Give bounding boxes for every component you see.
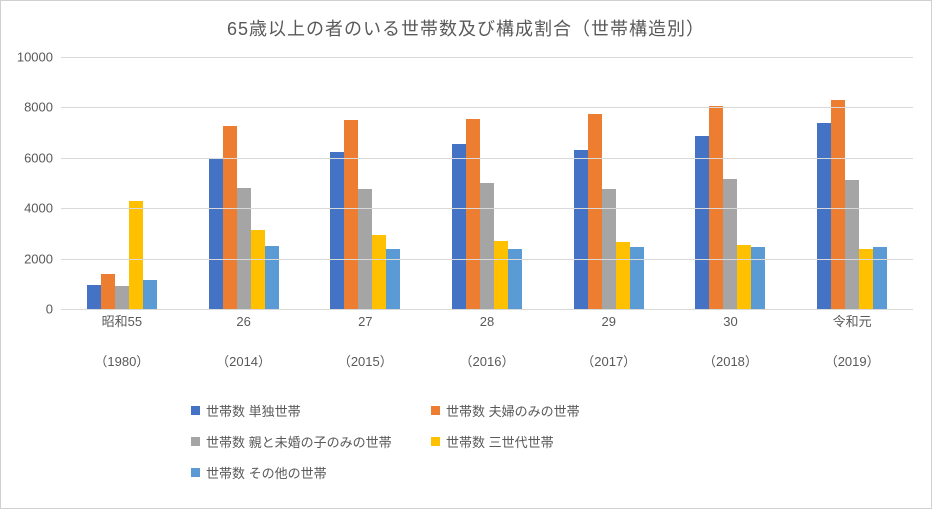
bar <box>115 286 129 309</box>
legend-swatch <box>431 406 440 415</box>
chart-container: 65歳以上の者のいる世帯数及び構成割合（世帯構造別） 0200040006000… <box>0 0 932 509</box>
legend-label: 世帯数 親と未婚の子のみの世帯 <box>206 432 392 451</box>
bar <box>372 235 386 309</box>
chart-title: 65歳以上の者のいる世帯数及び構成割合（世帯構造別） <box>1 1 931 41</box>
legend-item: 世帯数 三世代世帯 <box>431 432 671 451</box>
bar <box>831 100 845 309</box>
bar <box>574 150 588 309</box>
bars-row <box>61 57 913 309</box>
legend-label: 世帯数 その他の世帯 <box>206 463 327 482</box>
x-tick-label-main: 28 <box>480 314 494 329</box>
y-tick-label: 8000 <box>24 100 61 115</box>
bar <box>344 120 358 309</box>
bar <box>143 280 157 309</box>
bar-group <box>183 57 305 309</box>
x-tick-label: 昭和55 （1980） <box>61 313 183 371</box>
bar <box>873 247 887 309</box>
grid-line <box>61 107 913 108</box>
x-tick-label: 27 （2015） <box>304 313 426 371</box>
bar <box>129 201 143 309</box>
legend-item: 世帯数 夫婦のみの世帯 <box>431 401 671 420</box>
bar <box>859 249 873 309</box>
y-tick-label: 2000 <box>24 251 61 266</box>
legend-swatch <box>191 406 200 415</box>
grid-line <box>61 208 913 209</box>
bar <box>223 126 237 309</box>
x-tick-label-main: 30 <box>723 314 737 329</box>
bar-group <box>61 57 183 309</box>
x-tick-label-main: 27 <box>358 314 372 329</box>
bar <box>87 285 101 309</box>
legend-swatch <box>191 468 200 477</box>
bar <box>737 245 751 309</box>
x-tick-label-main: 昭和55 <box>102 314 142 329</box>
x-tick-label-main: 令和元 <box>833 314 872 329</box>
bar <box>616 242 630 309</box>
y-tick-label: 0 <box>46 302 61 317</box>
x-tick-label-sub: （1980） <box>61 353 183 371</box>
y-tick-label: 6000 <box>24 150 61 165</box>
bar-group <box>670 57 792 309</box>
bar <box>845 180 859 309</box>
x-tick-label: 29 （2017） <box>548 313 670 371</box>
bar <box>494 241 508 309</box>
bar <box>630 247 644 309</box>
x-tick-label-sub: （2016） <box>426 353 548 371</box>
legend-label: 世帯数 単独世帯 <box>206 401 301 420</box>
plot-area: 0200040006000800010000 <box>61 57 913 309</box>
x-tick-label: 26 （2014） <box>183 313 305 371</box>
bar-group <box>791 57 913 309</box>
bar <box>101 274 115 309</box>
bar <box>330 152 344 310</box>
bar <box>751 247 765 309</box>
x-tick-label-sub: （2017） <box>548 353 670 371</box>
bar-group <box>548 57 670 309</box>
x-tick-label: 令和元 （2019） <box>791 313 913 371</box>
legend-swatch <box>431 437 440 446</box>
bar <box>588 114 602 309</box>
grid-line <box>61 57 913 58</box>
bar <box>466 119 480 309</box>
legend-item: 世帯数 親と未婚の子のみの世帯 <box>191 432 431 451</box>
bar <box>452 144 466 309</box>
bar <box>265 246 279 309</box>
grid-line <box>61 158 913 159</box>
bar <box>817 123 831 309</box>
legend: 世帯数 単独世帯 世帯数 夫婦のみの世帯世帯数 親と未婚の子のみの世帯 世帯数 三世… <box>191 401 831 482</box>
legend-label: 世帯数 三世代世帯 <box>446 432 554 451</box>
bar <box>209 159 223 309</box>
y-tick-label: 4000 <box>24 201 61 216</box>
x-axis-labels: 昭和55 （1980） 26 （2014） 27 （2015） 28 （2016） 29 （201… <box>61 313 913 371</box>
bar-group <box>304 57 426 309</box>
x-tick-label-sub: （2015） <box>304 353 426 371</box>
legend-swatch <box>191 437 200 446</box>
x-tick-label-sub: （2014） <box>183 353 305 371</box>
bar <box>723 179 737 309</box>
x-tick-label-main: 29 <box>602 314 616 329</box>
legend-item: 世帯数 その他の世帯 <box>191 463 431 482</box>
bar <box>386 249 400 309</box>
bar <box>695 136 709 309</box>
bar <box>508 249 522 309</box>
x-tick-label-sub: （2019） <box>791 353 913 371</box>
x-tick-label: 28 （2016） <box>426 313 548 371</box>
grid-line <box>61 309 913 310</box>
y-tick-label: 10000 <box>17 50 61 65</box>
x-tick-label-main: 26 <box>236 314 250 329</box>
bar-group <box>426 57 548 309</box>
grid-line <box>61 259 913 260</box>
bar <box>480 183 494 309</box>
bar <box>251 230 265 309</box>
x-tick-label: 30 （2018） <box>670 313 792 371</box>
bar <box>237 188 251 309</box>
legend-label: 世帯数 夫婦のみの世帯 <box>446 401 580 420</box>
legend-item: 世帯数 単独世帯 <box>191 401 431 420</box>
x-tick-label-sub: （2018） <box>670 353 792 371</box>
